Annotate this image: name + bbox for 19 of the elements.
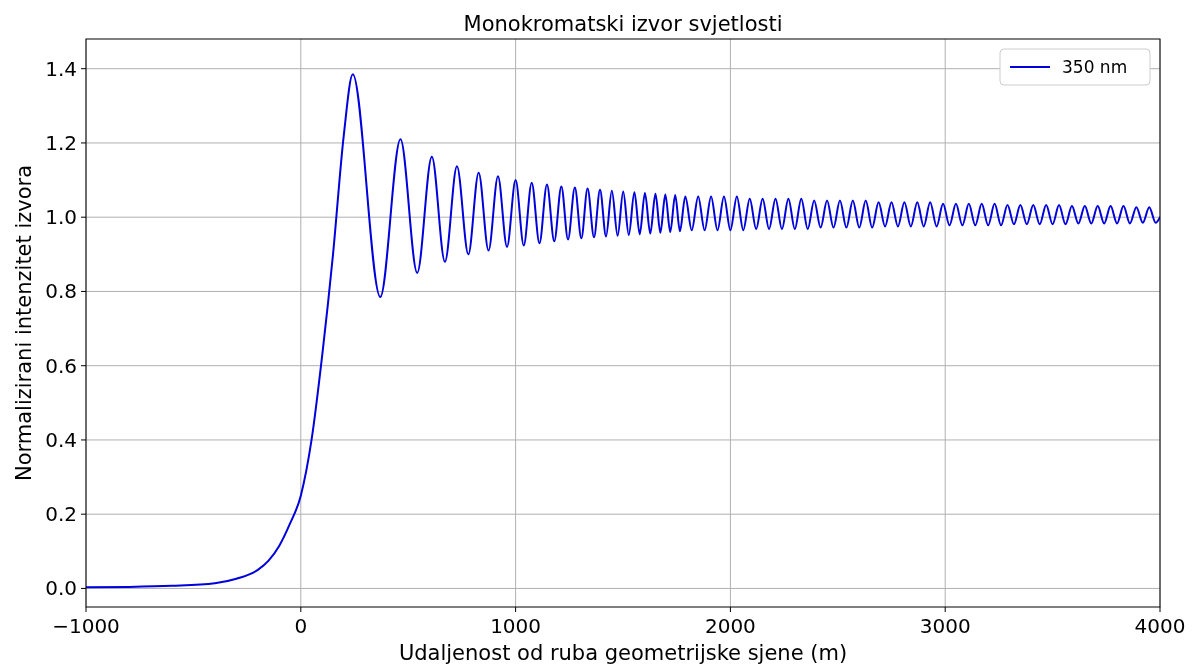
x-tick-label: 2000 [704,614,756,638]
y-axis-title: Normalizirani intenzitet izvora [12,164,36,482]
y-tick-label: 0.2 [45,502,77,527]
y-tick-label: 0.8 [45,279,77,304]
x-axis-title: Udaljenost od ruba geometrijske sjene (m) [398,641,848,665]
y-tick-label: 0.0 [45,576,77,601]
x-tick-label: 1000 [490,614,542,638]
x-tick-label: 0 [294,614,308,638]
y-tick-label: 0.6 [45,353,77,378]
x-tick-label: 4000 [1134,614,1186,638]
legend-label: 350 nm [1062,57,1128,77]
x-tick-label: 3000 [919,614,971,638]
line-series [86,73,1160,589]
x-tick-label: −1000 [52,614,120,638]
y-tick-label: 1.4 [45,56,77,81]
y-tick-label: 0.4 [45,427,77,452]
y-tick-label: 1.0 [45,205,77,230]
chart-title: Monokromatski izvor svjetlosti [463,12,783,36]
y-tick-label: 1.2 [45,130,77,155]
